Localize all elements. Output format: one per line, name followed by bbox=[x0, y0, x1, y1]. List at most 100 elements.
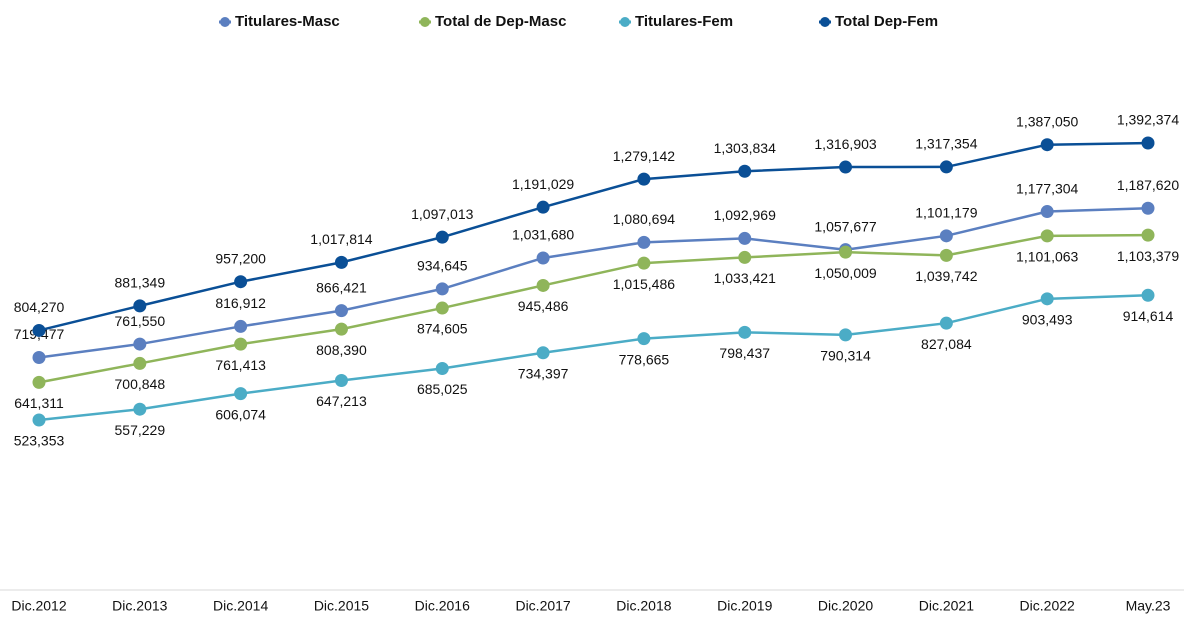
data-label: 778,665 bbox=[619, 351, 670, 367]
legend-marker bbox=[220, 17, 230, 27]
data-label: 685,025 bbox=[417, 381, 468, 397]
data-point bbox=[1141, 201, 1155, 215]
data-label: 1,080,694 bbox=[613, 211, 675, 227]
data-label: 934,645 bbox=[417, 258, 468, 274]
data-label: 1,303,834 bbox=[714, 140, 776, 156]
data-point bbox=[939, 316, 953, 330]
data-label: 1,316,903 bbox=[814, 136, 876, 152]
data-label: 804,270 bbox=[14, 299, 65, 315]
data-point bbox=[1040, 292, 1054, 306]
data-point bbox=[435, 361, 449, 375]
data-label: 1,057,677 bbox=[814, 218, 876, 234]
data-point bbox=[334, 255, 348, 269]
data-point bbox=[536, 200, 550, 214]
x-tick-label: Dic.2015 bbox=[314, 598, 369, 614]
data-point bbox=[133, 356, 147, 370]
data-point bbox=[536, 251, 550, 265]
data-point bbox=[133, 299, 147, 313]
data-label: 798,437 bbox=[719, 345, 770, 361]
data-point bbox=[1141, 136, 1155, 150]
data-point bbox=[133, 337, 147, 351]
data-point bbox=[435, 230, 449, 244]
x-tick-label: Dic.2019 bbox=[717, 598, 772, 614]
data-point bbox=[334, 322, 348, 336]
data-label: 827,084 bbox=[921, 336, 972, 352]
data-label: 1,101,179 bbox=[915, 205, 977, 221]
series-line bbox=[38, 207, 1149, 359]
data-point bbox=[738, 250, 752, 264]
data-point bbox=[32, 375, 46, 389]
data-point bbox=[1141, 288, 1155, 302]
data-label: 1,039,742 bbox=[915, 268, 977, 284]
x-tick-label: Dic.2017 bbox=[515, 598, 570, 614]
legend-marker bbox=[420, 17, 430, 27]
data-point bbox=[234, 387, 248, 401]
data-label: 523,353 bbox=[14, 433, 65, 449]
data-point bbox=[1141, 228, 1155, 242]
data-label: 816,912 bbox=[215, 295, 266, 311]
data-label: 700,848 bbox=[115, 376, 166, 392]
data-label: 606,074 bbox=[215, 406, 266, 422]
series-line bbox=[38, 141, 1149, 332]
data-label: 1,031,680 bbox=[512, 227, 574, 243]
data-point bbox=[637, 332, 651, 346]
data-point bbox=[637, 172, 651, 186]
data-point bbox=[536, 278, 550, 292]
data-label: 874,605 bbox=[417, 321, 468, 337]
data-label: 903,493 bbox=[1022, 312, 1073, 328]
data-label: 866,421 bbox=[316, 279, 367, 295]
x-tick-label: Dic.2018 bbox=[616, 598, 671, 614]
data-point bbox=[435, 301, 449, 315]
data-point bbox=[1040, 138, 1054, 152]
data-label: 1,092,969 bbox=[714, 207, 776, 223]
data-point bbox=[637, 235, 651, 249]
data-point bbox=[939, 229, 953, 243]
data-point bbox=[738, 164, 752, 178]
x-tick-label: Dic.2014 bbox=[213, 598, 268, 614]
data-point bbox=[738, 231, 752, 245]
data-point bbox=[133, 402, 147, 416]
x-tick-label: Dic.2013 bbox=[112, 598, 167, 614]
data-label: 1,279,142 bbox=[613, 148, 675, 164]
data-label: 1,101,063 bbox=[1016, 249, 1078, 265]
data-label: 1,387,050 bbox=[1016, 113, 1078, 129]
data-label: 641,311 bbox=[14, 395, 64, 411]
x-tick-label: Dic.2020 bbox=[818, 598, 873, 614]
data-point bbox=[334, 304, 348, 318]
data-label: 1,015,486 bbox=[613, 276, 675, 292]
data-label: 1,097,013 bbox=[411, 206, 473, 222]
x-tick-label: Dic.2016 bbox=[415, 598, 470, 614]
data-label: 808,390 bbox=[316, 342, 367, 358]
data-point bbox=[334, 374, 348, 388]
legend-marker bbox=[620, 17, 630, 27]
data-label: 1,191,029 bbox=[512, 176, 574, 192]
data-label: 557,229 bbox=[115, 422, 166, 438]
data-label: 761,550 bbox=[115, 313, 166, 329]
data-label: 1,050,009 bbox=[814, 265, 876, 281]
data-label: 945,486 bbox=[518, 298, 569, 314]
legend-marker bbox=[820, 17, 830, 27]
data-point bbox=[234, 337, 248, 351]
series-line bbox=[38, 294, 1149, 422]
data-point bbox=[1040, 205, 1054, 219]
x-tick-label: Dic.2022 bbox=[1020, 598, 1075, 614]
x-tick-label: May.23 bbox=[1126, 598, 1171, 614]
data-label: 1,187,620 bbox=[1117, 177, 1179, 193]
legend-label: Total Dep-Fem bbox=[835, 13, 938, 30]
data-point bbox=[839, 160, 853, 174]
legend-label: Titulares-Fem bbox=[635, 13, 733, 30]
data-point bbox=[738, 325, 752, 339]
legend-label: Titulares-Masc bbox=[235, 13, 340, 30]
data-label: 761,413 bbox=[215, 357, 266, 373]
data-label: 1,033,421 bbox=[714, 270, 776, 286]
data-label: 734,397 bbox=[518, 365, 569, 381]
data-point bbox=[536, 346, 550, 360]
x-tick-label: Dic.2021 bbox=[919, 598, 974, 614]
data-point bbox=[1040, 229, 1054, 243]
data-point bbox=[839, 328, 853, 342]
data-label: 957,200 bbox=[215, 250, 266, 266]
series-line bbox=[38, 233, 1149, 384]
data-point bbox=[435, 282, 449, 296]
data-label: 1,392,374 bbox=[1117, 112, 1179, 128]
